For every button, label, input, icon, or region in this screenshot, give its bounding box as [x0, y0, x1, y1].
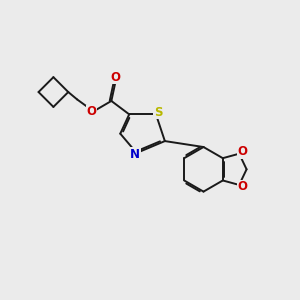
- Text: O: O: [238, 146, 248, 158]
- Text: N: N: [130, 148, 140, 161]
- Text: S: S: [154, 106, 162, 119]
- Text: O: O: [86, 106, 96, 118]
- Text: O: O: [238, 180, 248, 193]
- Text: O: O: [111, 71, 121, 84]
